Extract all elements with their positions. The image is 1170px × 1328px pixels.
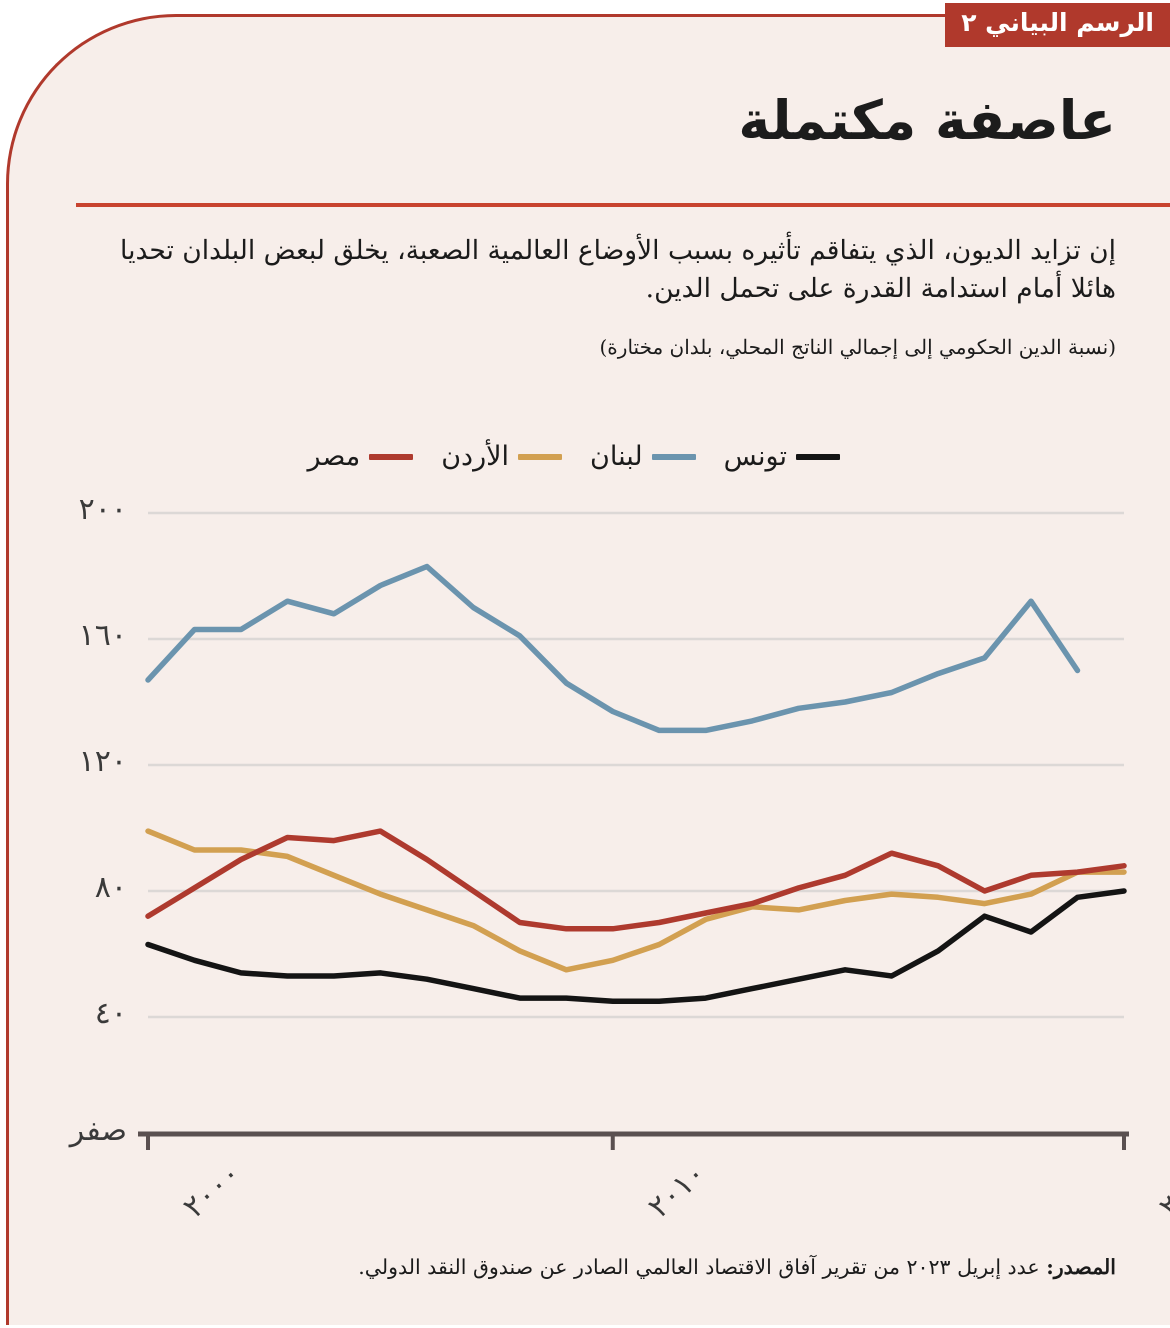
legend-item-lebanon[interactable]: لبنان — [590, 441, 696, 472]
legend-label-lebanon: لبنان — [590, 441, 643, 472]
legend-item-jordan[interactable]: الأردن — [441, 441, 563, 472]
legend-swatch-lebanon — [651, 453, 696, 460]
legend-item-egypt[interactable]: مصر — [307, 441, 414, 472]
source-label: المصدر: — [1046, 1255, 1116, 1279]
y-axis-tick-label: ١٦٠ — [78, 618, 127, 653]
y-axis-tick-label: ٤٠ — [94, 996, 127, 1031]
y-axis-tick-label: ١٢٠ — [78, 744, 127, 779]
y-axis-tick-label: ٢٠٠ — [78, 492, 127, 527]
legend-label-egypt: مصر — [307, 441, 361, 472]
figure-subtitle: إن تزايد الديون، الذي يتفاقم تأثيره بسبب… — [120, 235, 1116, 304]
figure-badge: الرسم البياني ٢ — [945, 3, 1170, 47]
chart-legend: تونس لبنان الأردن مصر — [307, 441, 840, 472]
series-line-1 — [145, 563, 1081, 734]
series-line-0 — [145, 888, 1127, 1005]
x-axis-tick-label: ٢٠١٠ — [641, 1156, 713, 1226]
figure-panel: الرسم البياني ٢ عاصفة مكتملة إن تزايد ال… — [6, 3, 1170, 1325]
page-title: عاصفة مكتملة — [738, 89, 1117, 152]
legend-swatch-tunisia — [796, 453, 840, 460]
legend-item-tunisia[interactable]: تونس — [724, 441, 840, 472]
series-line-3 — [145, 828, 1127, 932]
line-chart-plot — [138, 511, 1129, 1150]
source-text: عدد إبريل ٢٠٢٣ من تقرير آفاق الاقتصاد ال… — [358, 1255, 1047, 1279]
figure-units-note: (نسبة الدين الحكومي إلى إجمالي الناتج ال… — [599, 335, 1117, 359]
legend-label-jordan: الأردن — [441, 441, 510, 472]
legend-label-tunisia: تونس — [723, 441, 787, 472]
legend-swatch-egypt — [369, 453, 414, 460]
x-axis-tick-label: ٢٠٢١ — [1152, 1156, 1170, 1226]
y-axis-tick-label: ٨٠ — [94, 870, 127, 905]
title-divider — [76, 203, 1170, 207]
y-axis-tick-label: صفر — [69, 1113, 127, 1148]
series-line-2 — [145, 828, 1127, 973]
x-axis-tick-label: ٢٠٠٠ — [176, 1156, 248, 1226]
source-note: المصدر: عدد إبريل ٢٠٢٣ من تقرير آفاق الا… — [69, 1255, 1116, 1279]
legend-swatch-jordan — [518, 453, 563, 460]
